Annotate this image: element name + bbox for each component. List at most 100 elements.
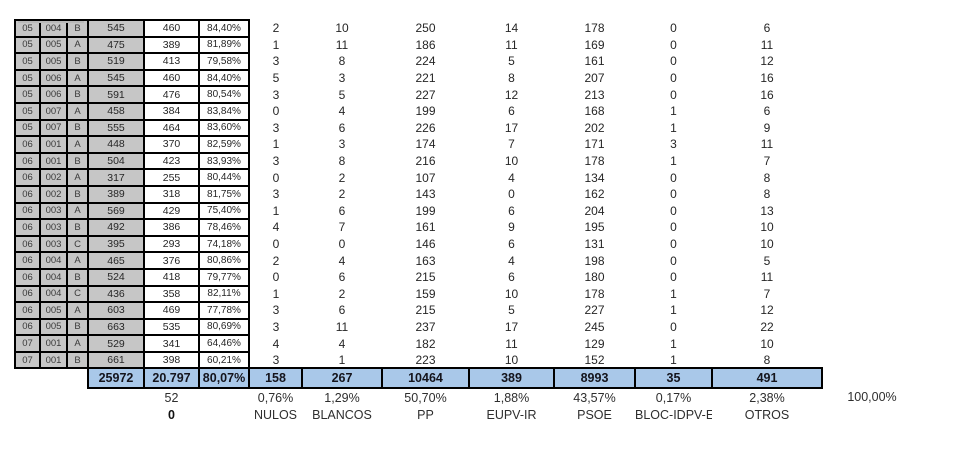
census-cell: 529	[87, 334, 145, 353]
eupv-ir-value-cell: 17	[504, 120, 519, 135]
blancos-value-cell: 11	[335, 37, 349, 52]
eupv-ir-value-cell: 6	[508, 104, 515, 119]
blancos-value-cell: 4	[338, 253, 346, 268]
bloc-idpv-e-value-cell: 0	[670, 37, 677, 52]
eupv-ir-value-cell: 5	[508, 303, 515, 318]
pp-value-cell: 161	[415, 220, 436, 235]
mesa-cell: B	[66, 118, 89, 138]
bloc-idpv-e-value-cell: 1	[670, 336, 677, 351]
bloc-idpv-e-value-cell: 0	[670, 187, 677, 202]
voters-extra-zero-cell: 0	[168, 407, 175, 422]
eupv-ir-value-cell: 9	[508, 220, 515, 235]
spacer-cell	[822, 53, 922, 70]
total-blancos-cell: 267	[301, 367, 383, 390]
section-cell: 006	[39, 68, 68, 88]
section-cell: 003	[39, 201, 68, 221]
spacer-cell	[822, 153, 922, 170]
district-cell: 07	[14, 350, 41, 370]
blancos-value-cell: 8	[338, 154, 346, 169]
table-row: 06 001 A 448 370 82,59% 1 3 174 7 171 3 11	[14, 135, 922, 154]
otros-value-cell: 10	[760, 336, 774, 351]
turnout-pct-cell: 81,75%	[198, 184, 250, 204]
bloc-idpv-e-value-cell: 1	[670, 154, 677, 169]
census-cell: 475	[87, 35, 145, 55]
census-cell: 603	[87, 301, 145, 320]
nulos-value-cell: 1	[272, 286, 280, 301]
spacer-cell	[822, 70, 922, 87]
section-cell: 001	[39, 350, 68, 370]
otros-label-cell: OTROS	[744, 407, 790, 422]
otros-value-cell: 5	[763, 253, 771, 268]
blancos-value-cell: 3	[338, 137, 346, 152]
turnout-pct-cell: 60,21%	[198, 350, 250, 370]
district-cell: 06	[14, 201, 41, 221]
election-results-sheet: { "table": { "column_keys": ["district",…	[0, 19, 960, 462]
nulos-value-cell: 4	[272, 220, 280, 235]
bloc-idpv-e-label-cell: BLOC-IDPV-E	[635, 407, 712, 422]
otros-value-cell: 16	[760, 71, 774, 86]
bloc-idpv-e-value-cell: 1	[670, 286, 677, 301]
bloc-idpv-e-value-cell: 0	[670, 170, 677, 185]
table-row: 05 004 B 545 460 84,40% 2 10 250 14 178 0 6	[14, 19, 922, 38]
spacer-cell	[822, 352, 922, 369]
district-cell: 05	[14, 52, 41, 71]
otros-value-cell: 10	[760, 237, 774, 252]
psoe-value-cell: 245	[584, 319, 605, 334]
eupv-ir-value-cell: 5	[508, 54, 515, 69]
census-cell: 395	[87, 234, 145, 254]
section-cell: 003	[39, 234, 68, 254]
district-cell: 05	[14, 85, 41, 104]
bloc-idpv-e-value-cell: 1	[670, 303, 677, 318]
district-cell: 06	[14, 267, 41, 287]
spacer-cell	[822, 186, 922, 203]
mesa-cell: B	[66, 151, 89, 171]
spacer-cell	[15, 368, 40, 388]
eupv-ir-value-cell: 12	[504, 87, 519, 102]
blancos-value-cell: 7	[338, 220, 346, 235]
spacer-cell	[15, 406, 40, 424]
blancos-value-cell: 2	[338, 286, 346, 301]
mesa-cell: A	[66, 334, 89, 353]
spacer-cell	[822, 302, 922, 319]
psoe-value-cell: 134	[584, 170, 605, 185]
pp-value-cell: 199	[415, 203, 436, 218]
turnout-pct-cell: 77,78%	[198, 301, 250, 320]
nulos-value-cell: 2	[272, 253, 280, 268]
section-cell: 002	[39, 168, 68, 187]
bloc-idpv-e-value-cell: 0	[670, 203, 677, 218]
turnout-pct-cell: 80,54%	[198, 85, 250, 104]
bloc-idpv-e-value-cell: 1	[670, 104, 677, 119]
nulos-value-cell: 3	[272, 319, 280, 334]
pp-value-cell: 143	[415, 187, 436, 202]
census-cell: 555	[87, 118, 145, 138]
psoe-value-cell: 171	[584, 137, 605, 152]
spacer-cell	[822, 406, 922, 424]
census-cell: 465	[87, 251, 145, 270]
mesa-cell: B	[66, 52, 89, 71]
district-cell: 06	[14, 135, 41, 154]
turnout-pct-cell: 79,77%	[198, 267, 250, 287]
bloc-idpv-e-value-cell: 0	[670, 220, 677, 235]
eupv-ir-value-cell: 6	[508, 270, 515, 285]
eupv-ir-label-cell: EUPV-IR	[486, 407, 537, 422]
spacer-cell	[822, 319, 922, 336]
pp-value-cell: 237	[415, 319, 436, 334]
total-otros-cell: 491	[711, 367, 823, 390]
census-cell: 545	[87, 19, 145, 38]
section-cell: 005	[39, 52, 68, 71]
district-cell: 07	[14, 334, 41, 353]
district-cell: 05	[14, 101, 41, 121]
census-cell: 448	[87, 135, 145, 154]
section-cell: 005	[39, 301, 68, 320]
spacer-cell	[822, 236, 922, 253]
blancos-value-cell: 11	[335, 319, 349, 334]
mesa-cell: B	[66, 85, 89, 104]
voters-cell: 423	[143, 151, 200, 171]
eupv-ir-value-cell: 0	[508, 187, 515, 202]
section-cell: 004	[39, 284, 68, 304]
table-row: 06 002 A 317 255 80,44% 0 2 107 4 134 0 8	[14, 168, 922, 187]
turnout-pct-cell: 84,40%	[198, 19, 250, 38]
blancos-value-cell: 4	[338, 104, 346, 119]
blancos-value-cell: 6	[338, 303, 346, 318]
spacer-cell	[40, 406, 67, 424]
